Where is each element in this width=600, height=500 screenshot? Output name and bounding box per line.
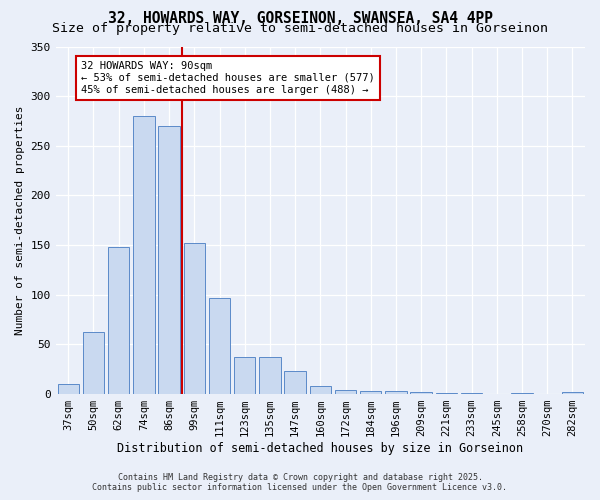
Bar [158,126,180,394]
Text: 32 HOWARDS WAY: 90sqm
← 53% of semi-detached houses are smaller (577)
45% of sem: 32 HOWARDS WAY: 90sqm ← 53% of semi-deta… [81,62,374,94]
Bar [209,298,230,394]
Bar [385,391,407,394]
Bar [284,371,306,394]
Bar [184,243,205,394]
Bar [511,393,533,394]
Bar [562,392,583,394]
Bar [436,393,457,394]
Bar [83,332,104,394]
Bar [310,386,331,394]
Bar [410,392,432,394]
X-axis label: Distribution of semi-detached houses by size in Gorseinon: Distribution of semi-detached houses by … [117,442,523,455]
Y-axis label: Number of semi-detached properties: Number of semi-detached properties [15,106,25,335]
Bar [360,391,382,394]
Bar [335,390,356,394]
Text: 32, HOWARDS WAY, GORSEINON, SWANSEA, SA4 4PP: 32, HOWARDS WAY, GORSEINON, SWANSEA, SA4… [107,11,493,26]
Bar [259,358,281,394]
Bar [58,384,79,394]
Bar [133,116,155,394]
Bar [234,358,256,394]
Bar [461,393,482,394]
Text: Contains HM Land Registry data © Crown copyright and database right 2025.
Contai: Contains HM Land Registry data © Crown c… [92,473,508,492]
Text: Size of property relative to semi-detached houses in Gorseinon: Size of property relative to semi-detach… [52,22,548,35]
Bar [108,247,130,394]
